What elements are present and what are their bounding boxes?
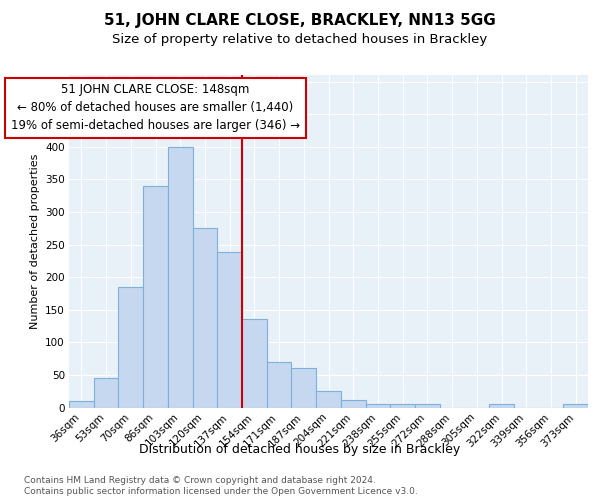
Bar	[143, 186, 168, 408]
Bar	[193, 228, 217, 408]
Bar	[168, 146, 193, 408]
Bar	[316, 391, 341, 407]
Bar	[292, 368, 316, 408]
Bar	[118, 287, 143, 408]
Text: Distribution of detached houses by size in Brackley: Distribution of detached houses by size …	[139, 442, 461, 456]
Text: 51, JOHN CLARE CLOSE, BRACKLEY, NN13 5GG: 51, JOHN CLARE CLOSE, BRACKLEY, NN13 5GG	[104, 12, 496, 28]
Bar	[489, 404, 514, 407]
Bar	[563, 404, 588, 407]
Text: Contains HM Land Registry data © Crown copyright and database right 2024.: Contains HM Land Registry data © Crown c…	[24, 476, 376, 485]
Text: Contains public sector information licensed under the Open Government Licence v3: Contains public sector information licen…	[24, 488, 418, 496]
Y-axis label: Number of detached properties: Number of detached properties	[29, 154, 40, 329]
Bar	[415, 404, 440, 407]
Bar	[390, 404, 415, 407]
Text: 51 JOHN CLARE CLOSE: 148sqm
← 80% of detached houses are smaller (1,440)
19% of : 51 JOHN CLARE CLOSE: 148sqm ← 80% of det…	[11, 84, 300, 132]
Bar	[365, 404, 390, 407]
Bar	[69, 401, 94, 407]
Bar	[341, 400, 365, 407]
Bar	[267, 362, 292, 408]
Bar	[94, 378, 118, 408]
Bar	[217, 252, 242, 408]
Bar	[242, 320, 267, 408]
Text: Size of property relative to detached houses in Brackley: Size of property relative to detached ho…	[112, 32, 488, 46]
